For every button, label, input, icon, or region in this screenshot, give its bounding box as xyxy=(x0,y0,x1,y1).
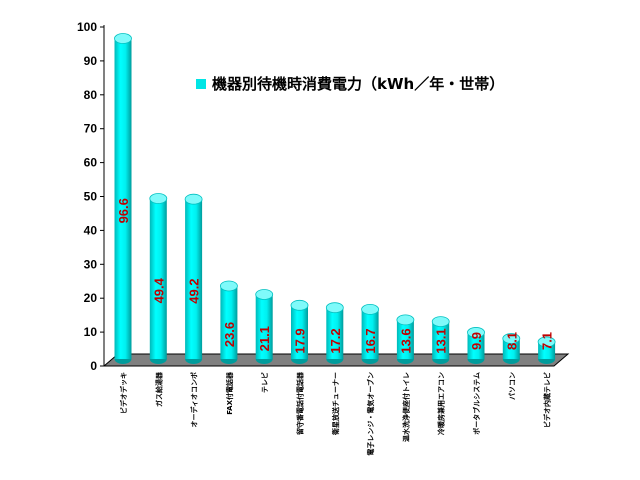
y-tick-label: 20 xyxy=(84,291,98,305)
category-label: オーディオコンポ xyxy=(190,372,199,428)
y-tick-label: 40 xyxy=(84,223,98,237)
data-label: 49.4 xyxy=(151,277,166,303)
category-label: ガス給湯器 xyxy=(154,371,163,407)
bar xyxy=(431,316,450,364)
category-label: FAX付電話器 xyxy=(225,371,234,415)
bar xyxy=(502,333,521,364)
bar xyxy=(219,280,238,364)
y-tick-label: 60 xyxy=(84,156,98,170)
category-label: ポータブルシステム xyxy=(472,372,481,435)
data-label: 9.9 xyxy=(469,332,484,350)
bar xyxy=(114,33,132,364)
y-tick-label: 0 xyxy=(90,359,97,373)
category-label: ビデオ内蔵テレビ xyxy=(543,372,552,428)
category-label: テレビ xyxy=(260,372,269,393)
y-tick-label: 30 xyxy=(84,257,98,271)
category-label: 電子レンジ・電気オーブン xyxy=(366,372,375,456)
y-tick-label: 50 xyxy=(84,190,98,204)
bar xyxy=(467,327,485,364)
category-label: 温水洗浄便座付トイレ xyxy=(401,372,410,442)
y-tick-label: 70 xyxy=(84,122,98,136)
data-label: 13.1 xyxy=(434,328,449,353)
data-label: 96.6 xyxy=(116,198,131,223)
data-label: 17.9 xyxy=(293,328,308,353)
legend-label: 機器別待機時消費電力（kWh／年・世帯） xyxy=(212,75,504,93)
bar xyxy=(255,289,274,364)
category-label: 衛星放送チューナー xyxy=(331,372,340,436)
y-tick-label: 10 xyxy=(84,325,98,339)
legend: 機器別待機時消費電力（kWh／年・世帯） xyxy=(196,75,504,93)
data-label: 17.2 xyxy=(328,328,343,353)
bar xyxy=(184,193,203,364)
bar xyxy=(361,303,380,364)
category-label: 冷暖房兼用エアコン xyxy=(437,372,446,435)
data-label: 16.7 xyxy=(363,328,378,353)
data-label: 13.6 xyxy=(398,328,413,353)
y-tick-label: 80 xyxy=(84,88,98,102)
y-tick-label: 100 xyxy=(77,20,97,34)
data-label: 8.1 xyxy=(504,332,519,350)
data-label: 49.2 xyxy=(187,278,202,303)
category-label: パソコン xyxy=(507,372,516,400)
data-label: 7.1 xyxy=(540,332,555,350)
bar xyxy=(149,193,168,364)
legend-swatch xyxy=(196,79,206,89)
bar xyxy=(325,302,344,364)
category-label: 留守番電話付電話器 xyxy=(296,371,305,435)
category-label: ビデオデッキ xyxy=(119,372,128,414)
data-label: 21.1 xyxy=(257,326,272,351)
bar xyxy=(537,336,556,364)
y-tick-label: 90 xyxy=(84,54,98,68)
bar xyxy=(290,299,309,364)
data-label: 23.6 xyxy=(222,322,237,347)
bar xyxy=(396,314,415,364)
